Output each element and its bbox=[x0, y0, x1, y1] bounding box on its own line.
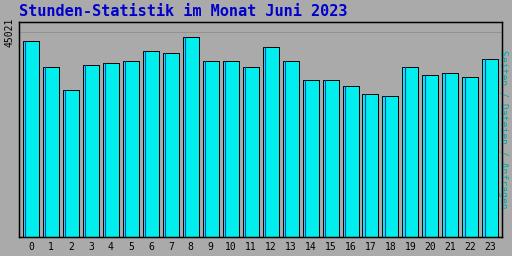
Bar bbox=[402, 67, 418, 237]
Bar bbox=[462, 77, 478, 237]
Bar bbox=[343, 86, 358, 237]
Bar bbox=[223, 61, 239, 237]
Bar bbox=[442, 73, 458, 237]
Bar bbox=[83, 65, 99, 237]
Bar bbox=[203, 61, 219, 237]
Bar bbox=[362, 94, 378, 237]
Bar bbox=[382, 96, 398, 237]
Bar bbox=[63, 90, 79, 237]
Bar bbox=[283, 61, 298, 237]
Bar bbox=[43, 67, 59, 237]
Y-axis label: Seiten / Dateien / Anfragen: Seiten / Dateien / Anfragen bbox=[498, 50, 508, 209]
Bar bbox=[422, 74, 438, 237]
Bar bbox=[263, 47, 279, 237]
Bar bbox=[103, 63, 119, 237]
Bar bbox=[323, 80, 338, 237]
Bar bbox=[123, 61, 139, 237]
Text: Stunden-Statistik im Monat Juni 2023: Stunden-Statistik im Monat Juni 2023 bbox=[19, 4, 348, 19]
Bar bbox=[23, 41, 39, 237]
Bar bbox=[243, 67, 259, 237]
Bar bbox=[482, 59, 498, 237]
Bar bbox=[163, 53, 179, 237]
Bar bbox=[143, 51, 159, 237]
Bar bbox=[303, 80, 318, 237]
Bar bbox=[183, 37, 199, 237]
